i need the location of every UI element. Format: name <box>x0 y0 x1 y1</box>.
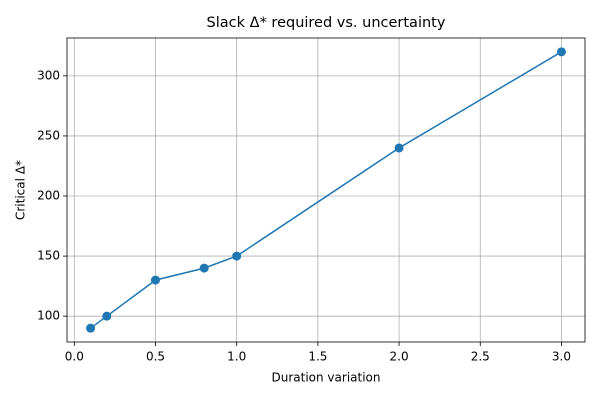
data-point <box>199 263 209 273</box>
data-point <box>102 311 112 321</box>
chart-title: Slack Δ* required vs. uncertainty <box>207 15 446 31</box>
x-tick-label: 2.0 <box>390 350 409 364</box>
data-point <box>86 323 96 333</box>
x-tick-label: 2.5 <box>471 350 490 364</box>
y-axis-label: Critical Δ* <box>14 160 28 220</box>
y-tick-label: 150 <box>37 249 60 263</box>
y-tick-label: 200 <box>37 189 60 203</box>
data-point <box>394 143 404 153</box>
x-tick-label: 1.0 <box>227 350 246 364</box>
x-tick-label: 1.5 <box>308 350 327 364</box>
data-point <box>556 47 566 57</box>
plot-frame <box>66 37 586 343</box>
data-line <box>90 51 562 329</box>
data-point <box>150 275 160 285</box>
x-axis-label: Duration variation <box>272 371 381 385</box>
x-tick-label: 0.5 <box>146 350 165 364</box>
y-tick-label: 250 <box>37 128 60 142</box>
data-point <box>232 251 242 261</box>
y-tick-label: 100 <box>37 309 60 323</box>
y-tick-label: 300 <box>37 68 60 82</box>
x-tick-label: 3.0 <box>552 350 571 364</box>
x-tick-label: 0.0 <box>65 350 84 364</box>
